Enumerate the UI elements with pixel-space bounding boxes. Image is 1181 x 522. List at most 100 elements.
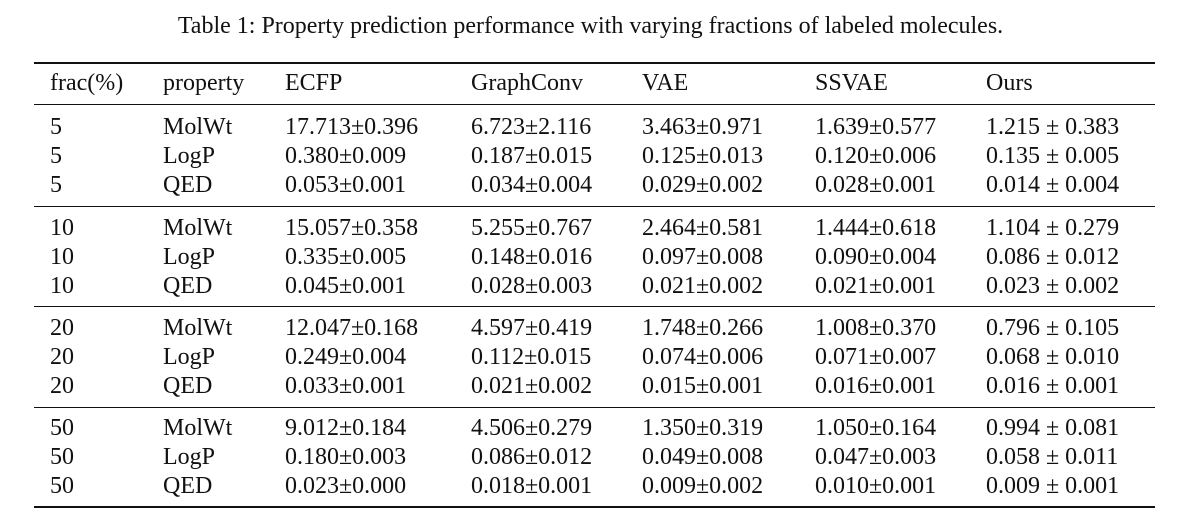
table-cell: 20 [50,373,74,399]
table-cell: 0.796 ± 0.105 [986,315,1120,341]
table-cell: 0.335±0.005 [285,244,407,270]
table-cell: 0.086±0.012 [471,444,593,470]
table-cell: MolWt [163,315,233,341]
table-row: 5 MolWt 17.713±0.396 6.723±2.116 3.463±0.971… [34,113,1155,142]
table-cell: 0.120±0.006 [815,143,937,169]
table-cell: 0.009 ± 0.001 [986,473,1120,499]
table-cell: 5 [50,143,62,169]
table-cell: 15.057±0.358 [285,215,419,241]
table-cell: 10 [50,244,74,270]
table-cell: 0.023 ± 0.002 [986,273,1120,299]
table-cell: 1.444±0.618 [815,215,937,241]
table-cell: 0.028±0.001 [815,172,937,198]
table-row: 10 LogP 0.335±0.005 0.148±0.016 0.097±0.008 0… [34,243,1155,272]
bottom-rule [34,506,1155,508]
table-cell: 0.021±0.002 [642,273,764,299]
table-cell: 0.021±0.002 [471,373,593,399]
table-cell: 0.045±0.001 [285,273,407,299]
table-cell: 0.021±0.001 [815,273,937,299]
table-cell: 20 [50,315,74,341]
table-cell: 0.028±0.003 [471,273,593,299]
table-cell: 9.012±0.184 [285,415,407,441]
column-header: property [163,70,245,96]
table-row: 5 QED 0.053±0.001 0.034±0.004 0.029±0.002 0.0… [34,171,1155,200]
table-cell: 5.255±0.767 [471,215,593,241]
table-cell: 0.009±0.002 [642,473,764,499]
table-row: 10 MolWt 15.057±0.358 5.255±0.767 2.464±0.58… [34,214,1155,243]
table-row: 20 MolWt 12.047±0.168 4.597±0.419 1.748±0.26… [34,314,1155,343]
table-cell: 0.148±0.016 [471,244,593,270]
table-cell: 50 [50,444,74,470]
group-separator [34,407,1155,408]
column-header: SSVAE [815,70,888,96]
table-cell: MolWt [163,215,233,241]
table-cell: 0.180±0.003 [285,444,407,470]
table-cell: 0.125±0.013 [642,143,764,169]
table-cell: 4.506±0.279 [471,415,593,441]
table-cell: 5 [50,172,62,198]
table-cell: 50 [50,473,74,499]
table-row: 5 LogP 0.380±0.009 0.187±0.015 0.125±0.013 0.… [34,142,1155,171]
table-cell: 4.597±0.419 [471,315,593,341]
column-header: VAE [642,70,689,96]
group-separator [34,206,1155,207]
table-cell: 0.053±0.001 [285,172,407,198]
table-cell: 1.008±0.370 [815,315,937,341]
table-cell: 1.639±0.577 [815,114,937,140]
table-row: 20 QED 0.033±0.001 0.021±0.002 0.015±0.001 0.… [34,372,1155,401]
table-cell: 6.723±2.116 [471,114,592,140]
table-cell: 0.112±0.015 [471,344,592,370]
table-cell: 0.016±0.001 [815,373,937,399]
table-cell: 0.015±0.001 [642,373,764,399]
table-cell: 0.068 ± 0.010 [986,344,1120,370]
table-cell: 20 [50,344,74,370]
column-header: ECFP [285,70,343,96]
table-cell: 10 [50,273,74,299]
table-row: 50 MolWt 9.012±0.184 4.506±0.279 1.350±0.319… [34,414,1155,443]
table-cell: 1.350±0.319 [642,415,764,441]
table-cell: 0.049±0.008 [642,444,764,470]
group-separator [34,306,1155,307]
table-cell: LogP [163,444,216,470]
table-cell: 0.380±0.009 [285,143,407,169]
table-cell: 3.463±0.971 [642,114,764,140]
table-cell: 0.994 ± 0.081 [986,415,1120,441]
table-cell: 0.014 ± 0.004 [986,172,1120,198]
table-cell: 0.249±0.004 [285,344,407,370]
table-cell: 0.071±0.007 [815,344,937,370]
table-cell: QED [163,373,213,399]
table-cell: 0.090±0.004 [815,244,937,270]
table-cell: 1.104 ± 0.279 [986,215,1120,241]
table-cell: 2.464±0.581 [642,215,764,241]
header-row: frac(%) property ECFP GraphConv VAE SSVAE Ours [34,69,1155,98]
table-cell: QED [163,172,213,198]
column-header: frac(%) [50,70,124,96]
table-cell: 50 [50,415,74,441]
table-cell: 0.023±0.000 [285,473,407,499]
table-row: 50 QED 0.023±0.000 0.018±0.001 0.009±0.002 0.… [34,472,1155,501]
table-cell: 12.047±0.168 [285,315,419,341]
table-cell: LogP [163,143,216,169]
table-cell: 10 [50,215,74,241]
table-cell: 0.086 ± 0.012 [986,244,1120,270]
table-cell: 1.050±0.164 [815,415,937,441]
table-cell: QED [163,473,213,499]
table-cell: 0.034±0.004 [471,172,593,198]
table-cell: 0.187±0.015 [471,143,593,169]
header-rule [34,104,1155,105]
table-cell: 1.748±0.266 [642,315,764,341]
table-cell: 0.074±0.006 [642,344,764,370]
table-cell: 1.215 ± 0.383 [986,114,1120,140]
table-cell: MolWt [163,114,233,140]
table-cell: 0.010±0.001 [815,473,937,499]
table-cell: 0.058 ± 0.011 [986,444,1119,470]
table-cell: 0.135 ± 0.005 [986,143,1120,169]
top-rule [34,62,1155,64]
table-cell: 0.016 ± 0.001 [986,373,1120,399]
table-cell: 0.033±0.001 [285,373,407,399]
table-row: 50 LogP 0.180±0.003 0.086±0.012 0.049±0.008 0… [34,443,1155,472]
table-cell: LogP [163,344,216,370]
table-cell: LogP [163,244,216,270]
table-cell: 0.047±0.003 [815,444,937,470]
table-cell: 0.097±0.008 [642,244,764,270]
